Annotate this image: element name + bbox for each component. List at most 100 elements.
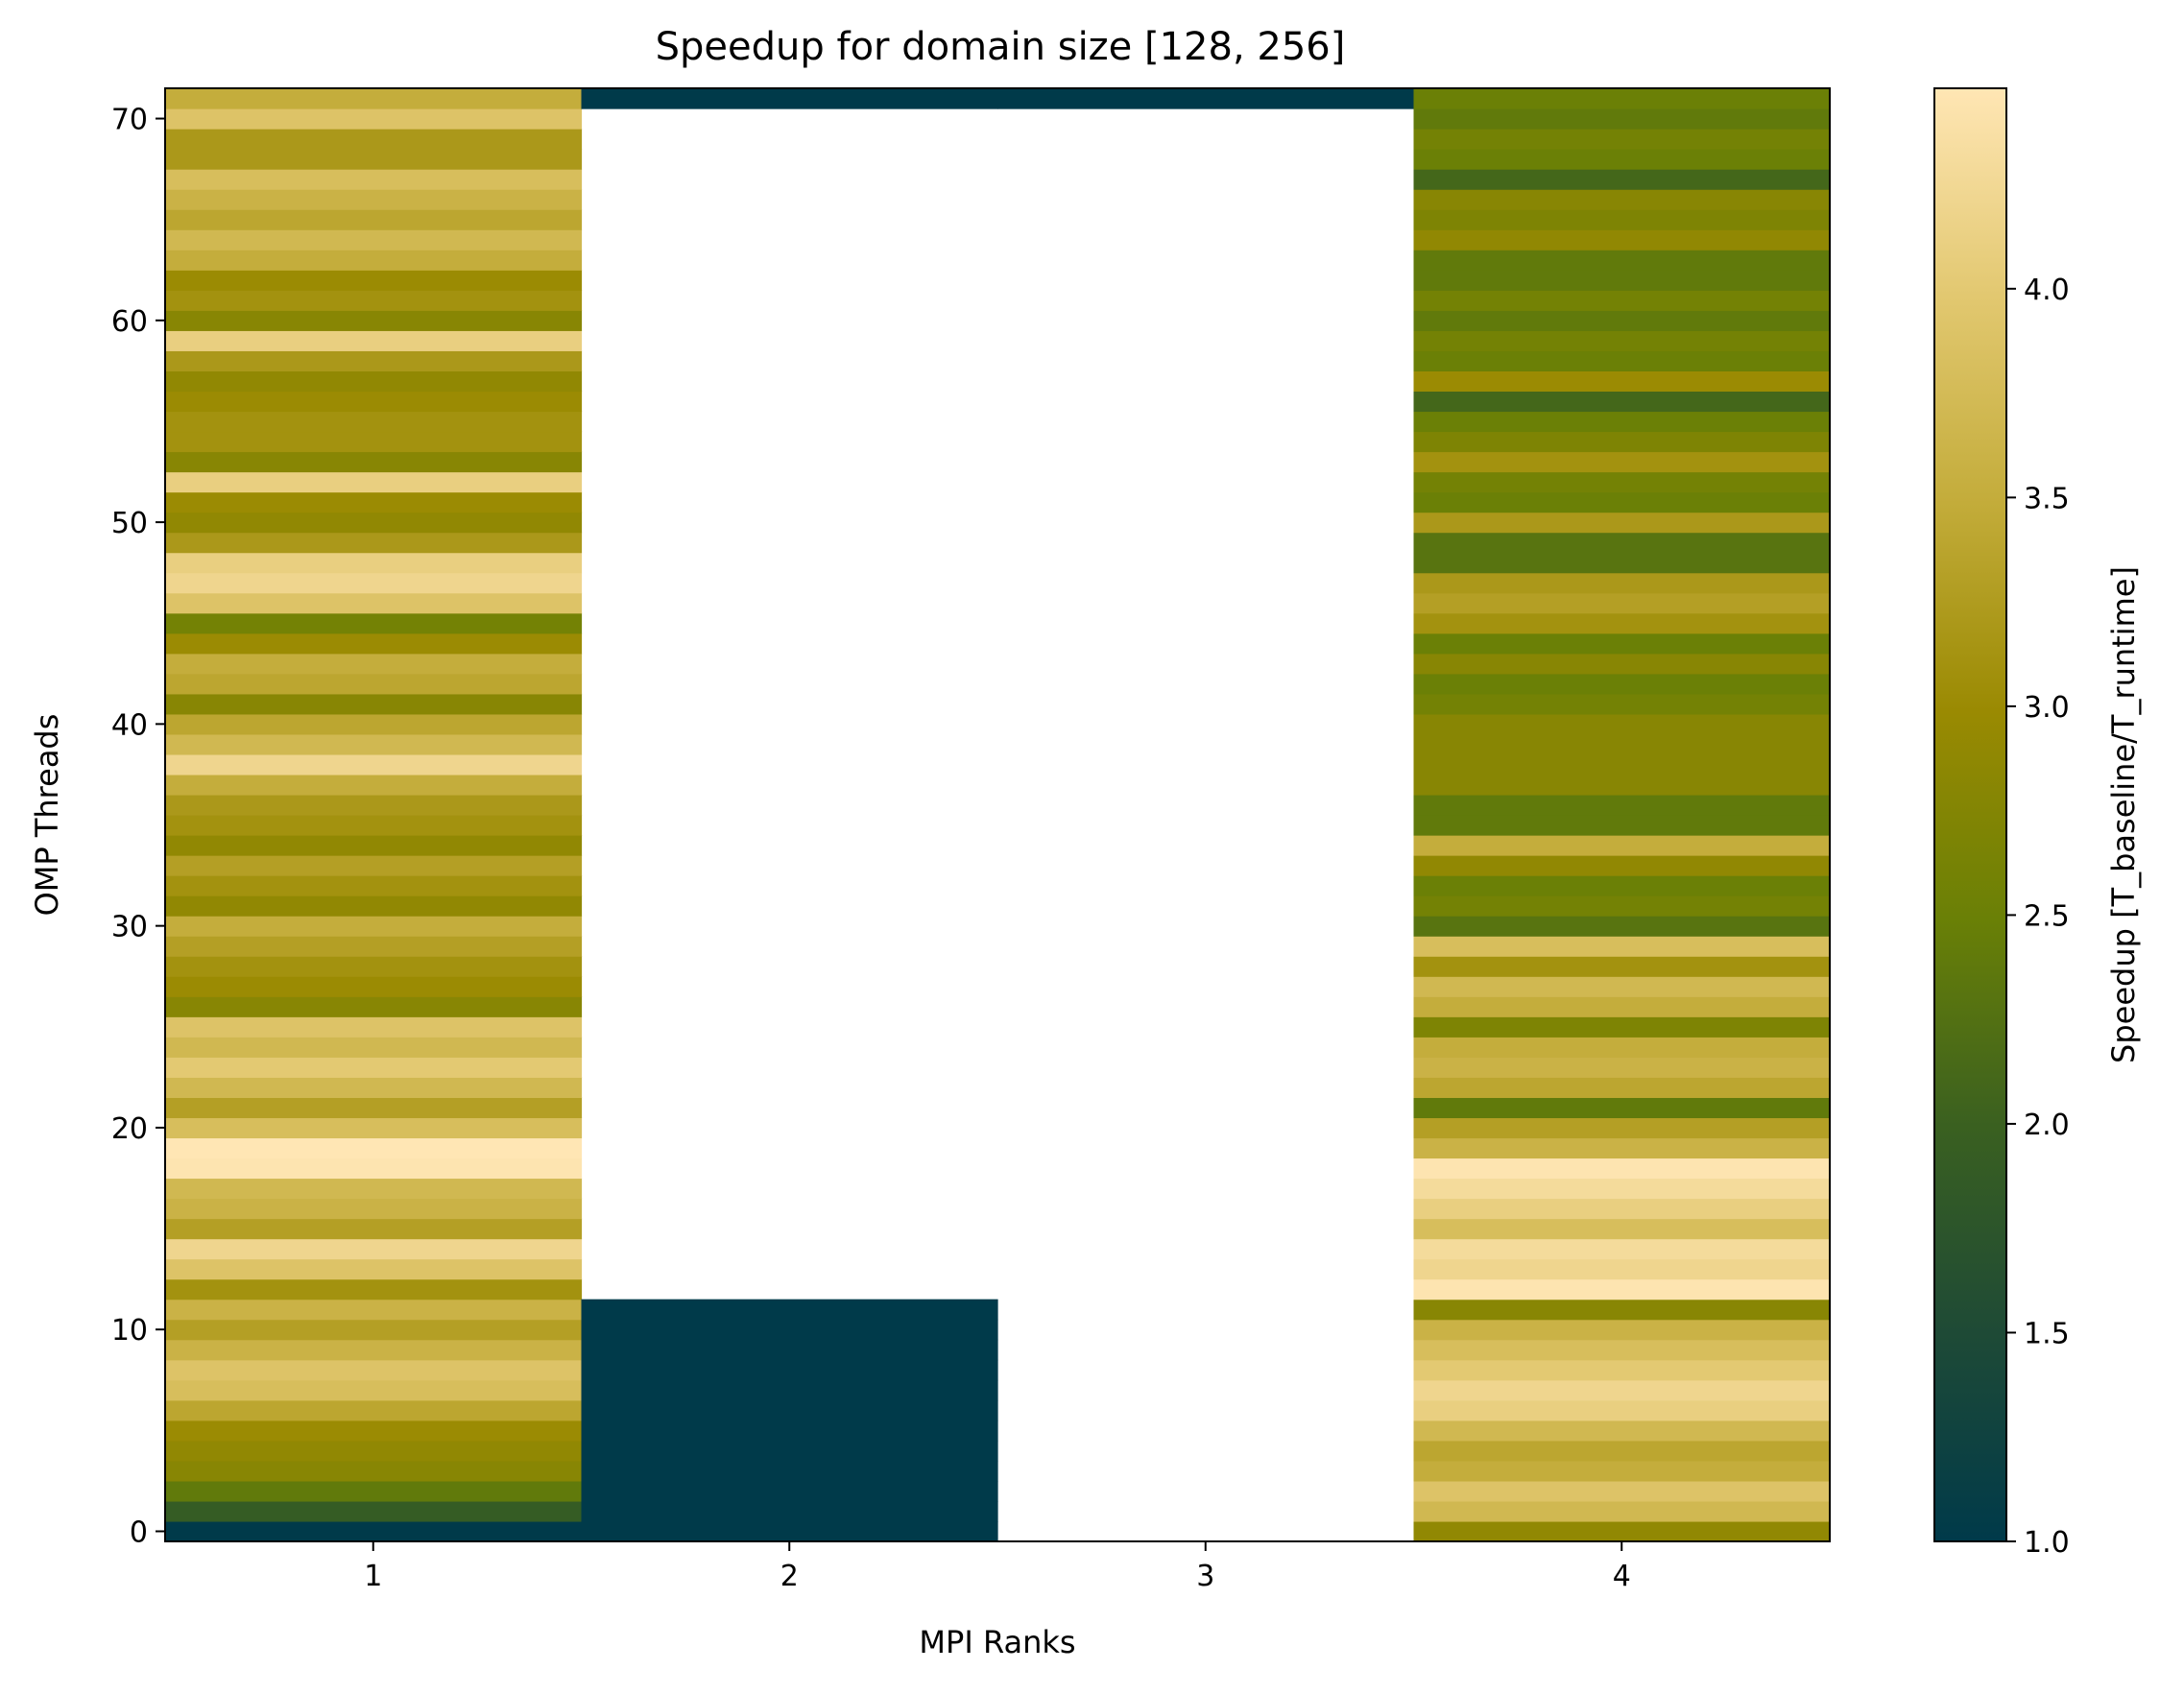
heatmap-cell <box>581 1440 998 1462</box>
heatmap-cell <box>165 1480 583 1502</box>
heatmap-cell <box>1413 855 1831 876</box>
heatmap-cell <box>1413 431 1831 453</box>
heatmap-cell <box>165 491 583 513</box>
heatmap-cell <box>581 1399 998 1421</box>
y-tick-label: 40 <box>111 708 148 742</box>
heatmap-cell <box>1413 1218 1831 1240</box>
y-axis: 0 10 20 30 40 50 60 70 <box>111 104 165 1549</box>
heatmap-cell <box>165 1057 583 1078</box>
chart-title: Speedup for domain size [128, 256] <box>656 25 1346 69</box>
heatmap-cell <box>165 391 583 413</box>
heatmap-cell <box>1413 976 1831 997</box>
heatmap-cell <box>165 936 583 957</box>
heatmap-cell <box>165 1117 583 1139</box>
heatmap-cell <box>1413 270 1831 291</box>
heatmap-cell <box>1413 1037 1831 1058</box>
heatmap-cell <box>165 653 583 675</box>
x-tick-label: 3 <box>1196 1560 1214 1593</box>
heatmap-cell <box>165 1299 583 1321</box>
heatmap-cell <box>1413 552 1831 574</box>
heatmap-cell <box>1413 956 1831 977</box>
heatmap-cell <box>165 835 583 856</box>
heatmap-cell <box>1413 612 1831 634</box>
heatmap-cell <box>165 1520 583 1542</box>
heatmap-cell <box>1413 532 1831 554</box>
heatmap-cell <box>165 815 583 836</box>
heatmap-cell <box>165 1097 583 1119</box>
heatmap-cell <box>165 713 583 735</box>
heatmap-cell <box>165 1399 583 1421</box>
x-tick-label: 2 <box>780 1560 799 1593</box>
heatmap-cell <box>1413 815 1831 836</box>
heatmap-cell <box>1413 875 1831 896</box>
heatmap-cell <box>1413 1278 1831 1300</box>
heatmap-cell <box>581 1460 998 1482</box>
colorbar-tick-label: 4.0 <box>2024 274 2070 307</box>
heatmap-cell <box>165 290 583 311</box>
heatmap-cell <box>1413 1440 1831 1462</box>
heatmap-cell <box>165 512 583 534</box>
heatmap-cell <box>1413 512 1831 534</box>
heatmap-cell <box>165 209 583 230</box>
heatmap-cell <box>165 753 583 775</box>
heatmap-cell <box>1413 1258 1831 1280</box>
plot-frame <box>164 87 1831 1542</box>
heatmap-cell <box>165 1077 583 1098</box>
heatmap-cell <box>1413 632 1831 655</box>
colorbar-tick-label: 1.0 <box>2024 1526 2070 1560</box>
heatmap-cell <box>165 774 583 796</box>
heatmap-cell <box>1413 391 1831 413</box>
heatmap-cell <box>1413 1500 1831 1522</box>
heatmap-cell <box>165 693 583 715</box>
heatmap-cell <box>165 976 583 997</box>
heatmap-cell <box>165 632 583 655</box>
heatmap-cell <box>165 149 583 170</box>
heatmap-cell <box>581 1379 998 1401</box>
heatmap-cell <box>165 794 583 816</box>
heatmap-cell <box>1413 471 1831 493</box>
heatmap-cell <box>165 1359 583 1381</box>
heatmap-cell <box>165 108 583 130</box>
heatmap-cell <box>1413 88 1831 109</box>
colorbar <box>1933 87 2007 1542</box>
y-tick-label: 0 <box>130 1515 148 1549</box>
colorbar-tick-label: 2.0 <box>2024 1109 2070 1142</box>
heatmap-cell <box>165 189 583 210</box>
heatmap-cell <box>1413 1198 1831 1220</box>
heatmap-cell <box>1413 1359 1831 1381</box>
heatmap-cell <box>165 552 583 574</box>
heatmap-cell <box>1413 1016 1831 1038</box>
heatmap-cell <box>1413 108 1831 130</box>
heatmap-cell <box>165 129 583 150</box>
heatmap-cell <box>165 1440 583 1462</box>
heatmap-cell <box>165 1258 583 1280</box>
heatmap-cell <box>1413 1137 1831 1159</box>
heatmap-cell <box>1413 673 1831 695</box>
heatmap-cell <box>581 1319 998 1341</box>
heatmap-cell <box>1413 310 1831 331</box>
heatmap-cell <box>165 1218 583 1240</box>
heatmap-cell <box>165 88 583 109</box>
heatmap-cell <box>1413 713 1831 735</box>
heatmap-cell <box>165 270 583 291</box>
x-tick-label: 1 <box>364 1560 382 1593</box>
heatmap-cell <box>1413 753 1831 775</box>
heatmap-cell <box>1413 916 1831 937</box>
heatmap-cell <box>1413 209 1831 230</box>
heatmap-cell <box>165 875 583 896</box>
heatmap-cell <box>1413 653 1831 675</box>
x-tick-label: 4 <box>1613 1560 1631 1593</box>
heatmap-cell <box>1413 149 1831 170</box>
heatmap-cell <box>1413 1057 1831 1078</box>
heatmap-cell <box>165 733 583 755</box>
heatmap-cells <box>165 88 1831 1542</box>
heatmap-cell <box>165 673 583 695</box>
heatmap-cell <box>1413 1077 1831 1098</box>
heatmap-cell <box>581 1359 998 1381</box>
heatmap-cell <box>1413 1319 1831 1341</box>
heatmap-cell <box>165 592 583 614</box>
heatmap-cell <box>997 88 1415 109</box>
heatmap-cell <box>1413 835 1831 856</box>
heatmap-cell <box>165 310 583 331</box>
